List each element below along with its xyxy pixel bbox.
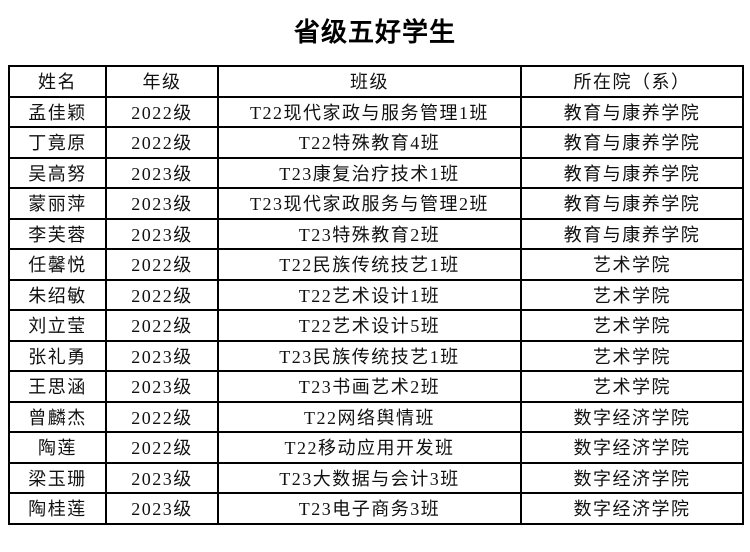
table-cell: 数字经济学院: [520, 431, 744, 464]
table-cell: 艺术学院: [520, 309, 744, 342]
table-cell: 朱绍敏: [8, 278, 107, 311]
table-cell: 2022级: [105, 309, 219, 342]
table-row: 王思涵 2023级 T23书画艺术2班 艺术学院: [8, 370, 744, 403]
table-cell: T23康复治疗技术1班: [217, 156, 522, 189]
column-header: 班级: [217, 65, 522, 98]
table-row: 李芙蓉 2023级 T23特殊教育2班 教育与康养学院: [8, 217, 744, 250]
table-cell: T22艺术设计1班: [217, 278, 522, 311]
students-table: 姓名 年级 班级 所在院（系） 孟佳颖 2022级 T22现代家政与服务管理1班 教育与康养…: [8, 65, 744, 525]
table-cell: T22民族传统技艺1班: [217, 248, 522, 281]
table-body: 孟佳颖 2022级 T22现代家政与服务管理1班 教育与康养学院 丁竟原 2022级 T22…: [8, 95, 744, 525]
table-cell: T23民族传统技艺1班: [217, 339, 522, 372]
table-cell: T22特殊教育4班: [217, 126, 522, 159]
table-cell: T23大数据与会计3班: [217, 461, 522, 494]
table-cell: 吴高努: [8, 156, 107, 189]
table-row: 蒙丽萍 2023级 T23现代家政服务与管理2班 教育与康养学院: [8, 187, 744, 220]
table-cell: 任馨悦: [8, 248, 107, 281]
table-cell: 教育与康养学院: [520, 187, 744, 220]
table-cell: T23书画艺术2班: [217, 370, 522, 403]
table-cell: 2022级: [105, 400, 219, 433]
table-row: 朱绍敏 2022级 T22艺术设计1班 艺术学院: [8, 278, 744, 311]
table-row: 梁玉珊 2023级 T23大数据与会计3班 数字经济学院: [8, 461, 744, 494]
table-row: 任馨悦 2022级 T22民族传统技艺1班 艺术学院: [8, 248, 744, 281]
table-cell: 教育与康养学院: [520, 126, 744, 159]
table-cell: 曾麟杰: [8, 400, 107, 433]
table-cell: 艺术学院: [520, 278, 744, 311]
table-cell: 数字经济学院: [520, 400, 744, 433]
table-cell: 蒙丽萍: [8, 187, 107, 220]
table-cell: 2023级: [105, 461, 219, 494]
table-cell: 刘立莹: [8, 309, 107, 342]
table-row: 丁竟原 2022级 T22特殊教育4班 教育与康养学院: [8, 126, 744, 159]
table-cell: 艺术学院: [520, 370, 744, 403]
table-cell: 2023级: [105, 217, 219, 250]
table-cell: 数字经济学院: [520, 461, 744, 494]
table-cell: T23电子商务3班: [217, 492, 522, 525]
table-cell: T22现代家政与服务管理1班: [217, 95, 522, 128]
table-cell: 教育与康养学院: [520, 217, 744, 250]
page-title: 省级五好学生: [293, 18, 456, 48]
table-row: 吴高努 2023级 T23康复治疗技术1班 教育与康养学院: [8, 156, 744, 189]
table-cell: 孟佳颖: [8, 95, 107, 128]
table-cell: 2023级: [105, 156, 219, 189]
table-cell: 2022级: [105, 248, 219, 281]
table-cell: 丁竟原: [8, 126, 107, 159]
table-cell: 2022级: [105, 126, 219, 159]
table-row: 曾麟杰 2022级 T22网络舆情班 数字经济学院: [8, 400, 744, 433]
column-header: 姓名: [8, 65, 107, 98]
table-cell: 2023级: [105, 187, 219, 220]
column-header: 年级: [105, 65, 219, 98]
table-cell: 数字经济学院: [520, 492, 744, 525]
table-row: 孟佳颖 2022级 T22现代家政与服务管理1班 教育与康养学院: [8, 95, 744, 128]
table-cell: 2022级: [105, 95, 219, 128]
table-cell: 陶莲: [8, 431, 107, 464]
table-cell: 教育与康养学院: [520, 95, 744, 128]
table-cell: 李芙蓉: [8, 217, 107, 250]
column-header: 所在院（系）: [520, 65, 744, 98]
table-cell: 2022级: [105, 278, 219, 311]
table-cell: 2023级: [105, 370, 219, 403]
table-cell: T22移动应用开发班: [217, 431, 522, 464]
table-cell: 2022级: [105, 431, 219, 464]
table-cell: 张礼勇: [8, 339, 107, 372]
table-row: 陶莲 2022级 T22移动应用开发班 数字经济学院: [8, 431, 744, 464]
table-cell: 教育与康养学院: [520, 156, 744, 189]
table-cell: T22网络舆情班: [217, 400, 522, 433]
table-cell: 梁玉珊: [8, 461, 107, 494]
table-cell: 2023级: [105, 492, 219, 525]
table-cell: T22艺术设计5班: [217, 309, 522, 342]
table-row: 陶桂莲 2023级 T23电子商务3班 数字经济学院: [8, 492, 744, 525]
table-cell: T23特殊教育2班: [217, 217, 522, 250]
table-cell: T23现代家政服务与管理2班: [217, 187, 522, 220]
table-row: 刘立莹 2022级 T22艺术设计5班 艺术学院: [8, 309, 744, 342]
table-row: 张礼勇 2023级 T23民族传统技艺1班 艺术学院: [8, 339, 744, 372]
table-cell: 王思涵: [8, 370, 107, 403]
table-cell: 2023级: [105, 339, 219, 372]
table-cell: 艺术学院: [520, 339, 744, 372]
table-cell: 艺术学院: [520, 248, 744, 281]
header-row: 姓名 年级 班级 所在院（系）: [8, 65, 744, 98]
table-cell: 陶桂莲: [8, 492, 107, 525]
